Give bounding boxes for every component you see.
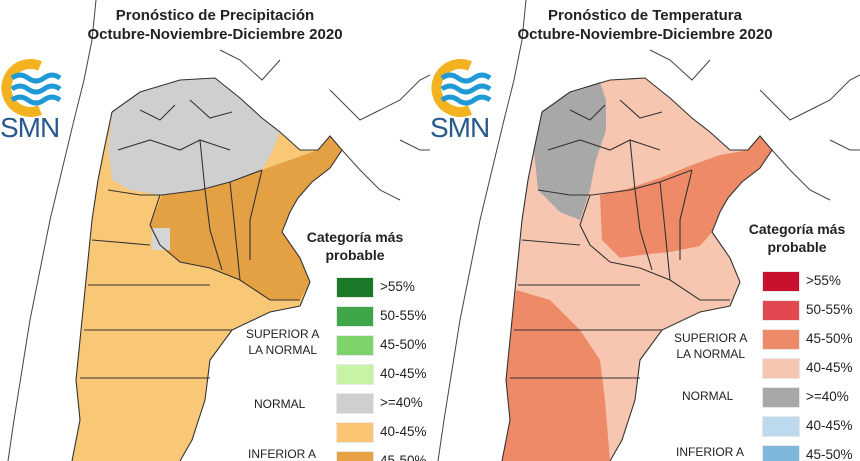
smn-logo-icon [431,59,492,117]
legend-label: 40-45% [380,424,427,439]
title-line-1: Pronóstico de Precipitación [115,7,315,24]
legend-swatch [336,422,374,443]
legend-label: 40-45% [806,418,853,433]
legend-label: 45-50% [380,337,427,352]
temperature-map [437,0,860,461]
legend-swatch [762,329,800,350]
below-normal-45-50-region [150,136,342,300]
superior-line-2: LA NORMAL [676,347,746,361]
normal-category-label: NORMAL [682,389,734,403]
legend-title-line-1: Categoría más [306,229,404,245]
legend-label: 45-50% [806,447,853,461]
legend-swatch [762,387,800,408]
smn-logo-text: SMN [430,112,490,143]
legend-swatch [336,364,374,385]
legend-label: >=40% [806,389,849,404]
legend-swatch [336,277,374,298]
legend-label: 45-50% [380,453,427,461]
legend-title: Categoría más probable [280,228,430,264]
title-line-2: Octubre-Noviembre-Diciembre 2020 [87,26,343,43]
legend-swatch [762,358,800,379]
superior-line-2: LA NORMAL [248,343,318,357]
legend-title-line-2: probable [767,239,827,255]
smn-logo-text: SMN [0,112,60,143]
above-normal-45-50-south-region [502,290,610,461]
superior-category-label: SUPERIOR A LA NORMAL [246,326,319,358]
normal-region [534,82,606,220]
normal-category-label: NORMAL [254,397,306,411]
legend-swatch [762,416,800,437]
superior-category-label: SUPERIOR A LA NORMAL [674,330,747,362]
precipitation-title: Pronóstico de Precipitación Octubre-Novi… [0,6,430,44]
province-borders [501,77,773,461]
legend-swatch [336,451,374,461]
legend-label: 50-55% [380,308,427,323]
precipitation-panel: Pronóstico de Precipitación Octubre-Novi… [0,0,430,461]
smn-logo-icon [1,59,62,117]
temperature-panel: Pronóstico de Temperatura Octubre-Noviem… [430,0,860,461]
superior-line-1: SUPERIOR A [674,331,748,345]
legend-label: >=40% [380,395,423,410]
legend-label: 40-45% [806,360,853,375]
legend-swatch [762,271,800,292]
legend-label: >55% [380,279,415,294]
province-borders [71,77,343,461]
precipitation-map [7,0,430,461]
legend-swatch [336,306,374,327]
inferior-category-label: INFERIOR A [676,445,745,459]
legend-title-line-1: Categoría más [748,221,846,237]
title-line-2: Octubre-Noviembre-Diciembre 2020 [517,26,773,43]
legend-label: 40-45% [380,366,427,381]
legend-swatch [336,335,374,356]
normal-region [108,78,280,195]
neighbor-borders [437,0,860,461]
legend-label: 45-50% [806,331,853,346]
legend-title: Categoría más probable [722,220,860,256]
inferior-category-label: INFERIOR A [248,447,317,461]
neighbor-borders [7,0,430,461]
legend-swatch [336,393,374,414]
title-line-1: Pronóstico de Temperatura [548,7,742,24]
legend-title-line-2: probable [325,247,385,263]
temperature-title: Pronóstico de Temperatura Octubre-Noviem… [430,6,860,44]
legend-label: 50-55% [806,302,853,317]
legend-swatch [762,300,800,321]
superior-line-1: SUPERIOR A [246,327,320,341]
legend-swatch [762,445,800,461]
legend-label: >55% [806,273,841,288]
